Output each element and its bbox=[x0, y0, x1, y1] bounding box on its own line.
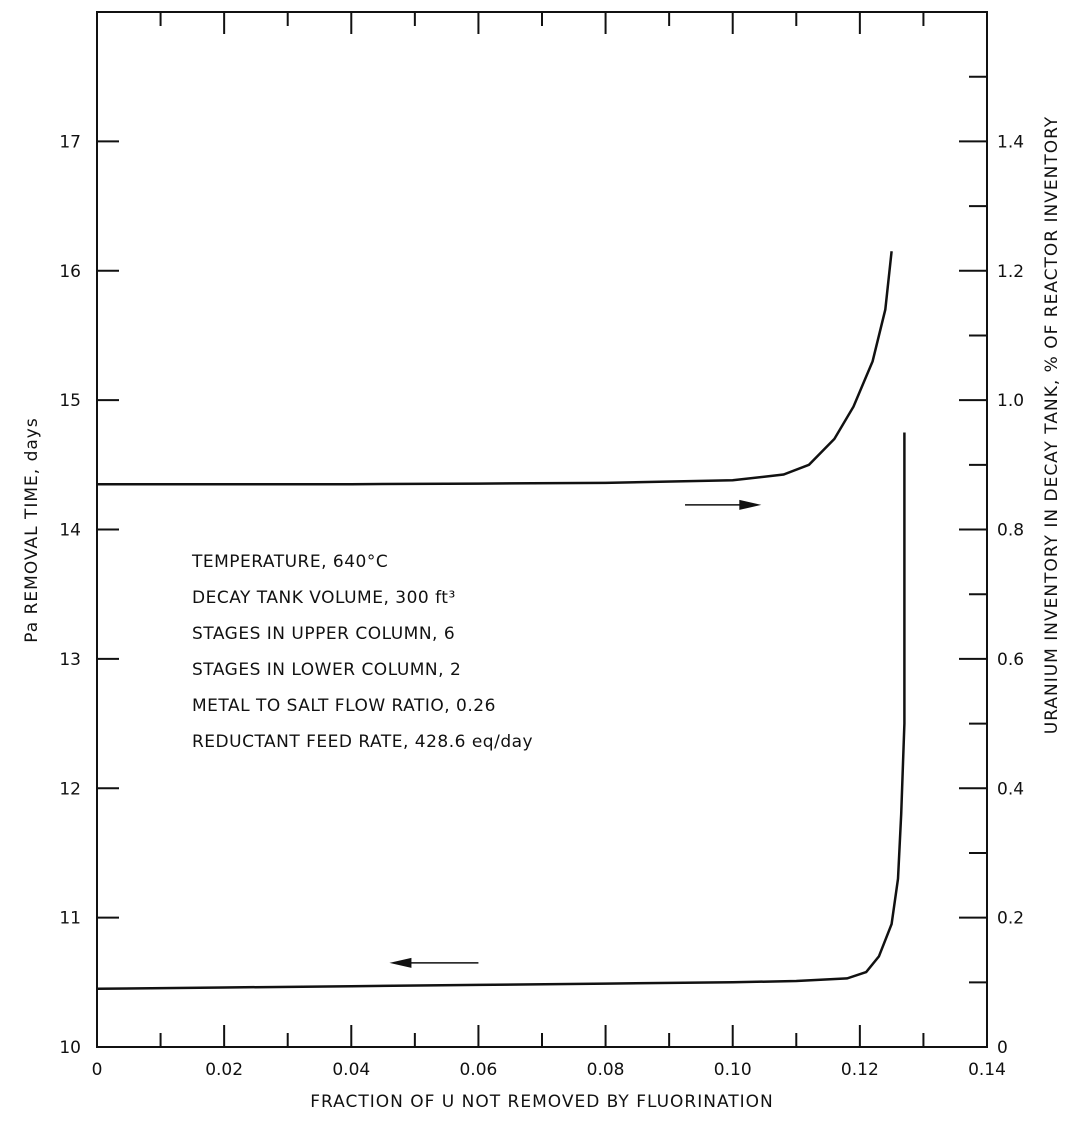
x-tick-label: 0.14 bbox=[968, 1060, 1006, 1080]
left-y-tick-label: 11 bbox=[59, 909, 81, 929]
right-y-tick-label: 1.4 bbox=[997, 132, 1024, 152]
right-y-tick-label: 0 bbox=[997, 1038, 1008, 1058]
left-y-tick-label: 13 bbox=[59, 650, 81, 670]
x-tick-label: 0.06 bbox=[459, 1060, 497, 1080]
annotation-temperature: TEMPERATURE, 640°C bbox=[191, 552, 388, 572]
annotation-decay-tank-volume: DECAY TANK VOLUME, 300 ft³ bbox=[192, 588, 456, 608]
right-axis-arrow-head bbox=[739, 499, 762, 510]
x-tick-label: 0.08 bbox=[587, 1060, 625, 1080]
x-tick-label: 0.10 bbox=[714, 1060, 752, 1080]
right-y-tick-label: 0.8 bbox=[997, 521, 1024, 541]
left-axis-arrow-head bbox=[389, 957, 412, 968]
left-y-tick-label: 10 bbox=[59, 1038, 81, 1058]
annotation-lower-column-stages: STAGES IN LOWER COLUMN, 2 bbox=[192, 660, 461, 680]
left-y-tick-label: 17 bbox=[59, 132, 81, 152]
annotation-upper-column-stages: STAGES IN UPPER COLUMN, 6 bbox=[192, 624, 455, 644]
left-y-tick-label: 15 bbox=[59, 391, 81, 411]
x-tick-label: 0.02 bbox=[205, 1060, 243, 1080]
arrows-group bbox=[389, 499, 762, 968]
tick-labels-group: 0 0.02 0.04 0.06 0.08 0.10 0.12 0.14 10 11 12 13 14 1… bbox=[59, 132, 1024, 1080]
x-tick-label: 0.12 bbox=[841, 1060, 879, 1080]
left-y-tick-label: 16 bbox=[59, 262, 81, 282]
annotation-block: TEMPERATURE, 640°C DECAY TANK VOLUME, 30… bbox=[191, 552, 533, 752]
x-tick-label: 0.04 bbox=[332, 1060, 370, 1080]
x-tick-label: 0 bbox=[92, 1060, 103, 1080]
ticks-group bbox=[97, 12, 987, 1047]
plot-frame bbox=[96, 11, 988, 1048]
right-y-tick-label: 1.0 bbox=[997, 391, 1024, 411]
uranium-inventory-curve bbox=[97, 251, 893, 486]
right-y-tick-label: 0.6 bbox=[997, 650, 1024, 670]
annotation-flow-ratio: METAL TO SALT FLOW RATIO, 0.26 bbox=[192, 696, 496, 716]
left-y-tick-label: 12 bbox=[59, 779, 81, 799]
right-y-tick-label: 0.4 bbox=[997, 779, 1024, 799]
left-y-axis-title: Pa REMOVAL TIME, days bbox=[22, 417, 42, 642]
x-axis-title: FRACTION OF U NOT REMOVED BY FLUORINATIO… bbox=[310, 1092, 774, 1112]
curves-group bbox=[96, 251, 906, 991]
right-y-axis-title: URANIUM INVENTORY IN DECAY TANK, % OF RE… bbox=[1042, 116, 1062, 734]
annotation-reductant-feed-rate: REDUCTANT FEED RATE, 428.6 eq/day bbox=[192, 732, 533, 752]
left-y-tick-label: 14 bbox=[59, 521, 81, 541]
pa-removal-time-curve bbox=[96, 432, 906, 991]
right-y-tick-label: 1.2 bbox=[997, 262, 1024, 282]
right-y-tick-label: 0.2 bbox=[997, 909, 1024, 929]
titles-group: FRACTION OF U NOT REMOVED BY FLUORINATIO… bbox=[22, 116, 1062, 1112]
